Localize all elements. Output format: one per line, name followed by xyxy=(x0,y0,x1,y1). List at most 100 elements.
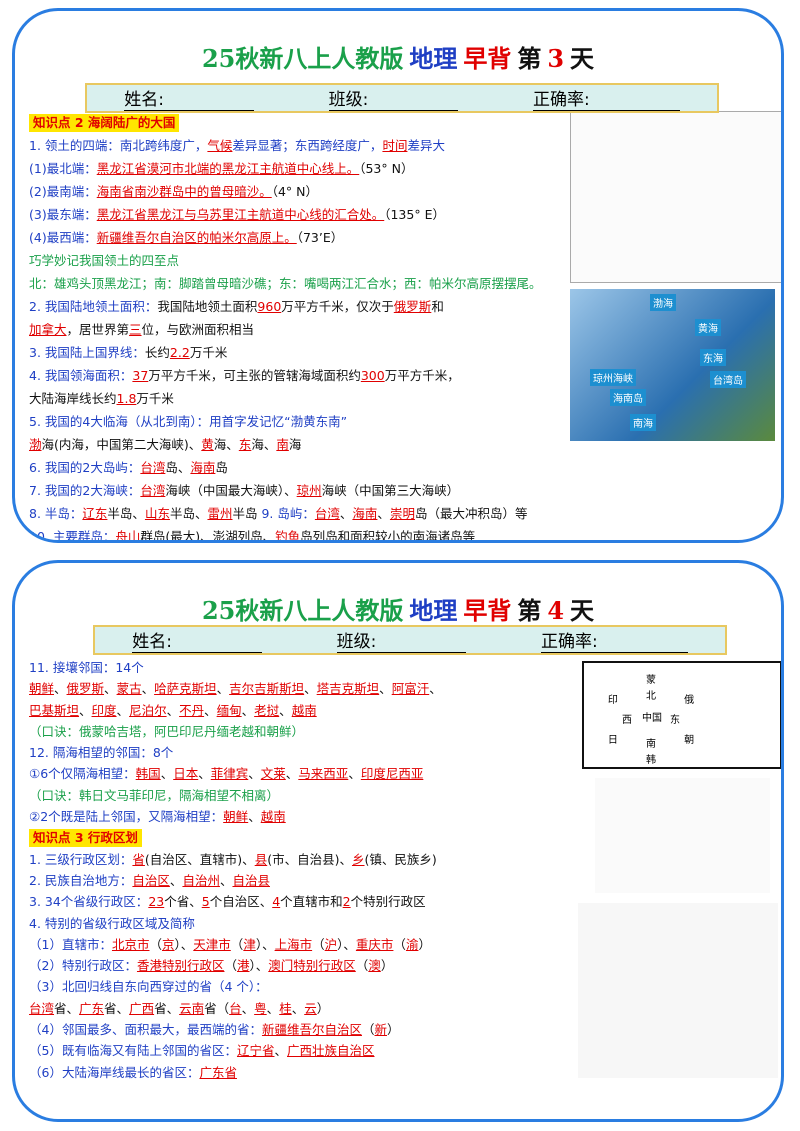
text: 差异大 xyxy=(407,138,445,153)
keyword: 自治区 xyxy=(132,872,170,888)
keyword: 新疆维吾尔自治区 xyxy=(261,1022,362,1038)
text: (1)最北端： xyxy=(29,161,97,176)
keyword: 台湾 xyxy=(314,506,340,521)
text: （4）邻国最多、面积最大，最西端的省： xyxy=(29,1022,262,1038)
text-line: 巧学妙记我国领土的四至点 xyxy=(29,249,779,272)
keyword: 缅甸 xyxy=(216,702,242,718)
text-line: (3)最东端：黑龙江省黑龙江与乌苏里江主航道中心线的汇合处。（135° E） xyxy=(29,203,779,226)
text: 、 xyxy=(429,681,442,697)
text: （135° E） xyxy=(384,207,445,222)
keyword: 舟山 xyxy=(115,529,141,543)
text: 个省、 xyxy=(164,894,202,910)
text-line: 知识点 2 海阔陆广的大国 xyxy=(29,111,779,134)
keyword: 37 xyxy=(132,368,149,383)
keyword: 南 xyxy=(276,437,289,452)
keyword: 越南 xyxy=(260,809,286,825)
text: 1. 领土的四端：南北跨纬度广， xyxy=(29,138,208,153)
text-line: 8. 半岛：辽东半岛、山东半岛、雷州半岛 9. 岛屿：台湾、海南、崇明岛（最大冲… xyxy=(29,502,779,525)
keyword: 自治州 xyxy=(182,872,220,888)
keyword: 马来西亚 xyxy=(298,766,349,782)
keyword: 东 xyxy=(238,437,252,452)
keyword: 广东 xyxy=(79,1000,105,1016)
text-line: 知识点 3 行政区划 xyxy=(29,827,779,848)
text: 万千米 xyxy=(136,391,174,406)
diagram-label: 蒙 xyxy=(646,675,656,686)
keyword: 省 xyxy=(132,851,145,867)
keyword: 桂 xyxy=(279,1000,292,1016)
diagram-label: 韩 xyxy=(646,755,656,766)
keyword: 自治县 xyxy=(232,872,270,888)
text: 2. 我国陆地领土面积： xyxy=(29,299,158,314)
text-line: （5）既有临海又有陆上邻国的省区：辽宁省、广西壮族自治区 xyxy=(29,1040,779,1061)
text: (镇、民族乡) xyxy=(364,851,437,867)
keyword: 琼州 xyxy=(296,483,322,498)
text-line: （6）大陆海岸线最长的省区：广东省 xyxy=(29,1062,779,1083)
text: （ xyxy=(149,936,162,952)
keyword: 加拿大 xyxy=(29,322,67,337)
text: (市、自治县)、 xyxy=(267,851,352,867)
text: （口诀：韩日文马菲印尼，隔海相望不相离） xyxy=(29,787,280,803)
keyword: 俄罗斯 xyxy=(66,681,105,697)
text: 省、 xyxy=(54,1000,80,1016)
keyword: 上海市 xyxy=(274,936,313,952)
text: 4. 我国领海面积： xyxy=(29,368,133,383)
text: (自治区、直辖市)、 xyxy=(144,851,255,867)
text-line: 渤海(内海，中国第二大海峡)、黄海、东海、南海 xyxy=(29,433,779,456)
china-map xyxy=(570,111,781,283)
neighbors-diagram: 中国 北东南 西 蒙俄朝韩 日 印 xyxy=(582,661,781,769)
text: （6）大陆海岸线最长的省区： xyxy=(29,1064,200,1080)
form-label: 正确率: xyxy=(532,85,680,111)
text-line: 巴基斯坦、印度、尼泊尔、不丹、缅甸、老挝、越南 xyxy=(29,700,779,721)
text: 半岛 xyxy=(232,506,262,521)
text: 、 xyxy=(377,506,390,521)
text: 大陆海岸线长约 xyxy=(29,391,117,406)
text: （53° N） xyxy=(359,161,414,176)
seas-map: 渤海 黄海 东海 台湾岛 琼州海峡 海南岛 南海 xyxy=(570,289,775,441)
keyword: 4 xyxy=(272,894,281,910)
text: 万平方千米，可主张的管辖海域面积约 xyxy=(148,368,361,383)
text-line: ①6个仅隔海相望：韩国、日本、菲律宾、文莱、马来西亚、印度尼西亚 xyxy=(29,763,779,784)
text: （口诀：俄蒙哈吉塔，阿巴印尼丹缅老越和朝鲜） xyxy=(29,723,305,739)
text: 、 xyxy=(248,809,261,825)
text: 9. 岛屿： xyxy=(261,506,315,521)
text-line: （口诀：韩日文马菲印尼，隔海相望不相离） xyxy=(29,785,779,806)
keyword: 辽东 xyxy=(82,506,108,521)
keyword: 云 xyxy=(304,1000,317,1016)
keyword: 台湾 xyxy=(140,460,166,475)
form-label: 姓名: xyxy=(132,627,263,653)
text-line: （1）直辖市：北京市（京）、天津市（津）、上海市（沪）、重庆市（渝） xyxy=(29,934,779,955)
keyword: 蒙古 xyxy=(116,681,142,697)
section-header: 知识点 3 行政区划 xyxy=(29,829,142,848)
title-part: 25秋新八上人教版 xyxy=(201,44,404,73)
keyword: 广西壮族自治区 xyxy=(287,1043,375,1059)
text: 、 xyxy=(241,1000,255,1016)
keyword: 广东省 xyxy=(199,1064,237,1080)
text-line: (4)最西端：新疆维吾尔自治区的帕米尔高原上。（73’E） xyxy=(29,226,779,249)
keyword: 哈萨克斯坦 xyxy=(154,681,217,697)
text-line: 11. 接壤邻国：14个 xyxy=(29,657,779,678)
keyword: 时间 xyxy=(382,138,408,153)
text: (2)最南端： xyxy=(29,184,97,199)
text: 位，与欧洲面积相当 xyxy=(141,322,255,337)
text: 、 xyxy=(379,681,392,697)
keyword: 澳 xyxy=(368,958,381,974)
text-line: 北：雄鸡头顶黑龙江；南：脚踏曾母暗沙礁；东：嘴喝两江汇合水；西：帕米尔高原摆摆尾… xyxy=(29,272,779,295)
text: 、 xyxy=(216,681,230,697)
text: 、 xyxy=(54,681,67,697)
keyword: 辽宁省 xyxy=(236,1043,275,1059)
text-line: (2)最南端：海南省南沙群岛中的曾母暗沙。（4° N） xyxy=(29,180,779,203)
map-label: 琼州海峡 xyxy=(590,369,636,386)
text: 6. 我国的2大岛屿： xyxy=(29,460,141,475)
text: 、 xyxy=(141,681,155,697)
title: 25秋新八上人教版 地理 早背第 3 天 xyxy=(15,39,781,74)
keyword: 三 xyxy=(129,322,142,337)
text: 、 xyxy=(104,681,117,697)
form-label: 班级: xyxy=(328,85,459,111)
text-line: 台湾省、广东省、广西省、云南省（台、粤、桂、云） xyxy=(29,998,779,1019)
text: ）、 xyxy=(174,936,194,952)
keyword: 文莱 xyxy=(260,766,286,782)
keyword: 塔吉克斯坦 xyxy=(316,681,380,697)
text: 、 xyxy=(279,702,292,718)
map-label: 渤海 xyxy=(650,294,676,311)
